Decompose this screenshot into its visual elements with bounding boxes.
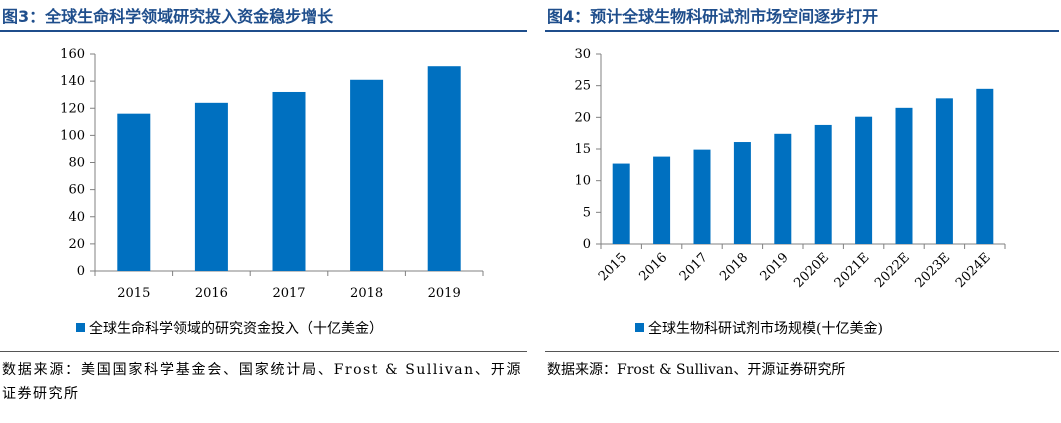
figure-4-title: 图4：预计全球生物科研试剂市场空间逐步打开 <box>547 7 879 26</box>
y-tick-label: 0 <box>77 264 85 279</box>
figure-4-legend-label: 全球生物科研试剂市场规模(十亿美金) <box>648 321 883 337</box>
x-tick-label: 2018 <box>350 286 383 301</box>
legend-swatch <box>76 323 85 332</box>
y-tick-label: 20 <box>68 237 85 252</box>
bar <box>117 113 151 271</box>
bar <box>935 98 953 244</box>
x-tick-label: 2022E <box>872 250 913 291</box>
bar <box>733 142 751 244</box>
x-tick-label: 2017 <box>677 250 711 284</box>
bar <box>895 107 913 244</box>
figure-3-title-rule <box>0 30 527 32</box>
y-tick-label: 40 <box>68 210 85 225</box>
y-tick-label: 100 <box>60 128 85 143</box>
figure-4-source: 数据来源：Frost & Sullivan、开源证券研究所 <box>547 362 846 378</box>
y-tick-label: 30 <box>574 47 591 62</box>
figure-4-panel: 图4：预计全球生物科研试剂市场空间逐步打开 0 5 10 15 20 25 30 2015 20… <box>545 0 1061 423</box>
y-tick-label: 25 <box>574 79 591 94</box>
y-tick-label: 0 <box>583 237 591 252</box>
figure-3-panel: 图3：全球生命科学领域研究投入资金稳步增长 0 20 40 60 80 100 120 140… <box>0 0 530 423</box>
x-tick-label: 2023E <box>913 250 954 291</box>
x-tick-label: 2024E <box>953 250 994 291</box>
figure-3-source-rule <box>0 351 527 352</box>
x-tick-label: 2016 <box>195 286 228 301</box>
figure-3-source: 数据来源：美国国家科学基金会、国家统计局、Frost & Sullivan、开源… <box>2 362 522 402</box>
x-tick-label: 2015 <box>596 250 630 284</box>
y-tick-label: 120 <box>60 101 85 116</box>
figure-3-legend: 全球生命科学领域的研究资金投入（十亿美金） <box>76 318 383 338</box>
bar <box>774 133 792 244</box>
x-tick-label: 2019 <box>758 250 792 284</box>
y-tick-label: 20 <box>574 110 591 125</box>
figure-3-bar-chart: 0 20 40 60 80 100 120 140 160 2015 2016 2017 2018 201… <box>60 47 484 301</box>
x-tick-label: 2017 <box>272 286 305 301</box>
figure-3-legend-label: 全球生命科学领域的研究资金投入（十亿美金） <box>89 321 383 337</box>
x-tick-label: 2015 <box>117 286 150 301</box>
bar <box>350 79 384 271</box>
x-tick-label: 2016 <box>636 250 670 284</box>
legend-swatch <box>635 323 644 332</box>
y-tick-label: 5 <box>583 205 591 220</box>
y-tick-label: 10 <box>574 174 591 189</box>
figure-3-title: 图3：全球生命科学领域研究投入资金稳步增长 <box>2 7 334 26</box>
bar <box>653 156 671 244</box>
bar <box>814 124 832 244</box>
bar <box>272 91 306 271</box>
figure-4-legend: 全球生物科研试剂市场规模(十亿美金) <box>635 318 883 338</box>
figure-4-source-rule <box>545 351 1059 352</box>
y-tick-label: 60 <box>68 183 85 198</box>
x-tick-label: 2020E <box>791 250 832 291</box>
x-tick-label: 2021E <box>832 250 873 291</box>
y-tick-label: 80 <box>68 156 85 171</box>
y-tick-label: 160 <box>60 47 85 62</box>
bar <box>612 163 630 244</box>
bar <box>427 66 461 271</box>
bar <box>194 102 228 271</box>
bar <box>693 149 711 244</box>
y-tick-label: 15 <box>574 142 591 157</box>
figure-4-title-rule <box>545 30 1059 32</box>
x-tick-label: 2018 <box>717 250 751 284</box>
x-tick-label: 2019 <box>428 286 461 301</box>
bar <box>855 116 873 244</box>
y-tick-label: 140 <box>60 74 85 89</box>
bar <box>976 88 994 244</box>
